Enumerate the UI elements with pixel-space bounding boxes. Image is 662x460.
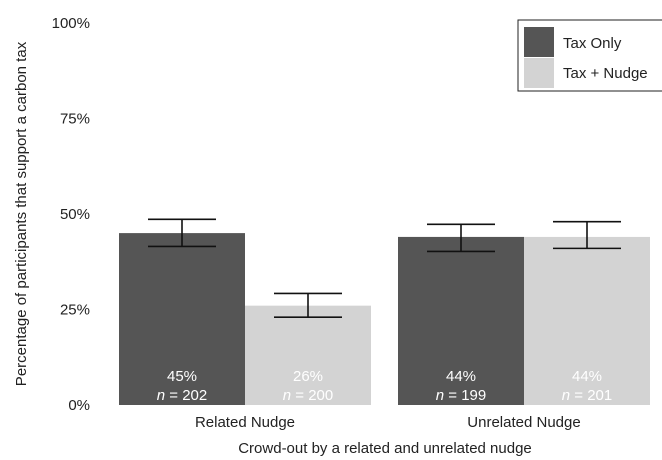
bar-value-label: 26% <box>293 368 323 385</box>
y-axis-title: Percentage of participants that support … <box>13 41 30 386</box>
error-bar <box>427 223 495 253</box>
bar-tax-plus-nudge-related <box>245 305 371 405</box>
bar-value-label: 44% <box>572 368 602 385</box>
legend-label-tax-plus-nudge: Tax + Nudge <box>563 65 648 82</box>
y-tick-label: 100% <box>52 15 90 32</box>
category-label: Related Nudge <box>195 414 295 431</box>
bars-group <box>119 233 650 405</box>
y-axis-ticks: 0% 25% 50% 75% 100% <box>52 15 90 414</box>
legend-swatch-tax-plus-nudge <box>524 58 554 88</box>
bar-n-label: n = 201 <box>562 387 612 404</box>
bar-tax-only-unrelated <box>398 236 524 405</box>
legend-swatch-tax-only <box>524 27 554 57</box>
bar-tax-only-related <box>119 233 245 405</box>
error-bar <box>148 218 216 248</box>
bar-n-label: n = 202 <box>157 387 207 404</box>
legend: Tax Only Tax + Nudge <box>517 19 662 92</box>
bar-n-label: n = 199 <box>436 387 486 404</box>
bar-n-label: n = 200 <box>283 387 333 404</box>
y-tick-label: 0% <box>68 397 90 414</box>
category-labels-group: Related Nudge Unrelated Nudge <box>195 414 581 431</box>
bar-tax-plus-nudge-unrelated <box>524 236 650 405</box>
bar-value-label: 45% <box>167 368 197 385</box>
error-bar <box>274 292 342 318</box>
bar-value-label: 44% <box>446 368 476 385</box>
error-bar <box>553 220 621 250</box>
x-axis-title: Crowd-out by a related and unrelated nud… <box>238 440 532 457</box>
y-tick-label: 75% <box>60 111 90 128</box>
category-label: Unrelated Nudge <box>467 414 580 431</box>
bar-labels-group: 45% n = 202 26% n = 200 44% n = 199 44% n = 201 <box>157 368 612 404</box>
y-tick-label: 50% <box>60 206 90 223</box>
error-bars-group <box>148 218 621 318</box>
y-tick-label: 25% <box>60 302 90 319</box>
legend-label-tax-only: Tax Only <box>563 35 622 52</box>
